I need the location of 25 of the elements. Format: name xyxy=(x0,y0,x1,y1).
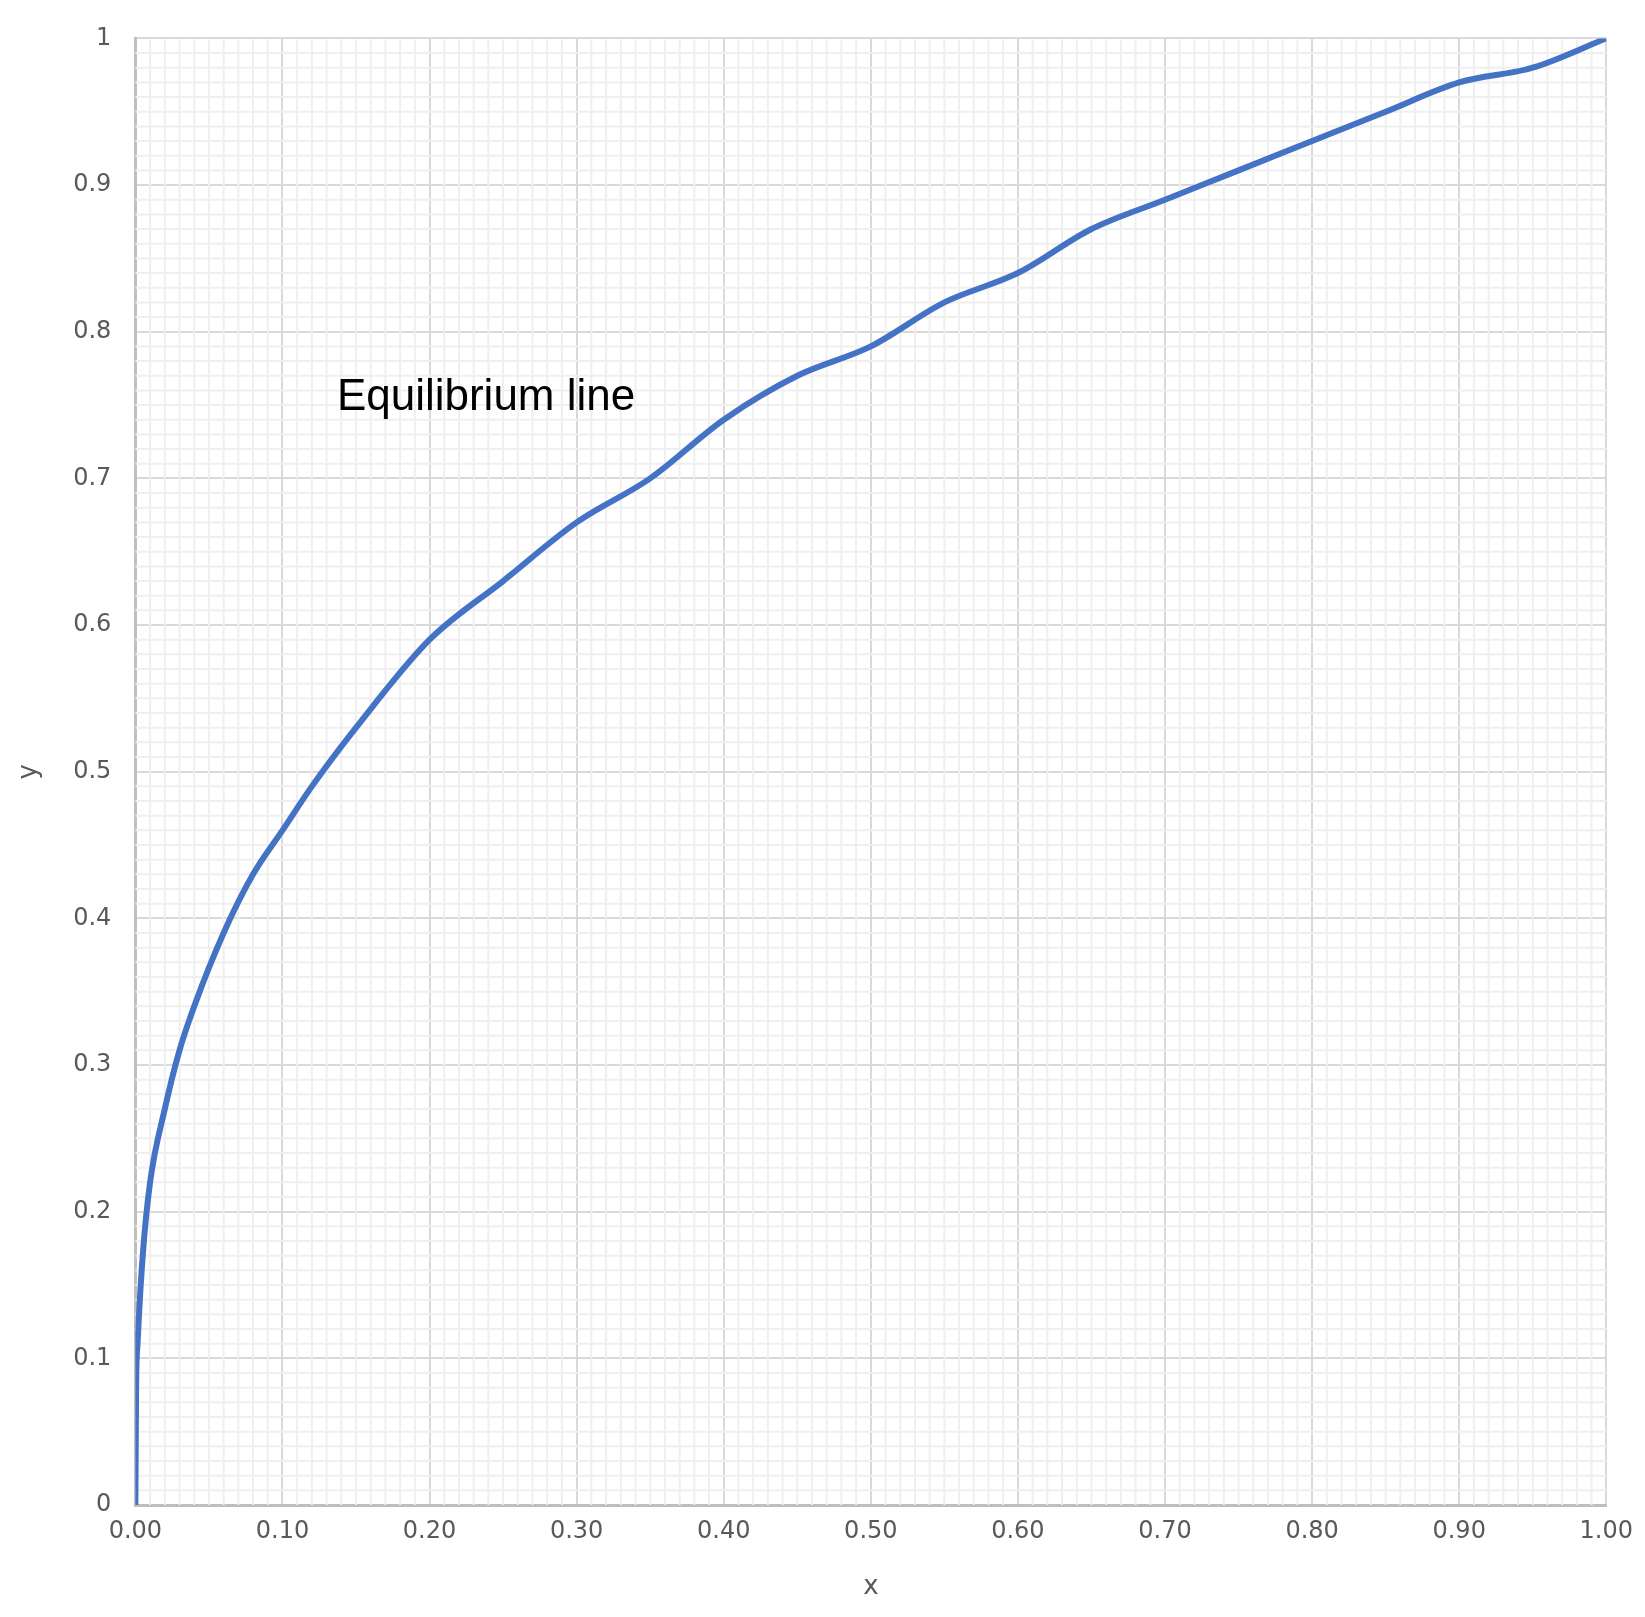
x-tick-label: 0.80 xyxy=(1285,1515,1339,1544)
y-tick-label: 0.5 xyxy=(73,755,112,784)
y-tick-label: 0 xyxy=(96,1489,112,1518)
annotation: Equilibrium line xyxy=(336,369,636,419)
x-tick-label: 0.00 xyxy=(108,1515,163,1544)
x-axis-title: x xyxy=(863,1570,879,1601)
x-tick-label: 0.70 xyxy=(1138,1515,1192,1544)
y-tick-label: 0.6 xyxy=(73,609,112,638)
x-tick-label: 0.20 xyxy=(402,1515,457,1544)
y-tick-label: 0.7 xyxy=(73,462,112,491)
y-tick-label: 0.2 xyxy=(73,1195,112,1224)
y-tick-label: 0.9 xyxy=(73,169,112,198)
y-tick-label: 0.1 xyxy=(73,1342,112,1371)
y-tick-label: 1 xyxy=(96,22,112,51)
y-tick-label: 0.8 xyxy=(73,315,112,344)
x-tick-label: 0.10 xyxy=(255,1515,310,1544)
x-tick-label: 0.30 xyxy=(549,1515,604,1544)
x-tick-label: 1.00 xyxy=(1579,1515,1633,1544)
x-tick-label: 0.40 xyxy=(697,1515,751,1544)
y-axis-title: y xyxy=(12,764,43,780)
y-tick-label: 0.4 xyxy=(73,902,112,931)
x-tick-label: 0.60 xyxy=(991,1515,1045,1544)
y-tick-label: 0.3 xyxy=(73,1049,112,1078)
x-tick-label: 0.50 xyxy=(844,1515,898,1544)
x-tick-label: 0.90 xyxy=(1432,1515,1486,1544)
